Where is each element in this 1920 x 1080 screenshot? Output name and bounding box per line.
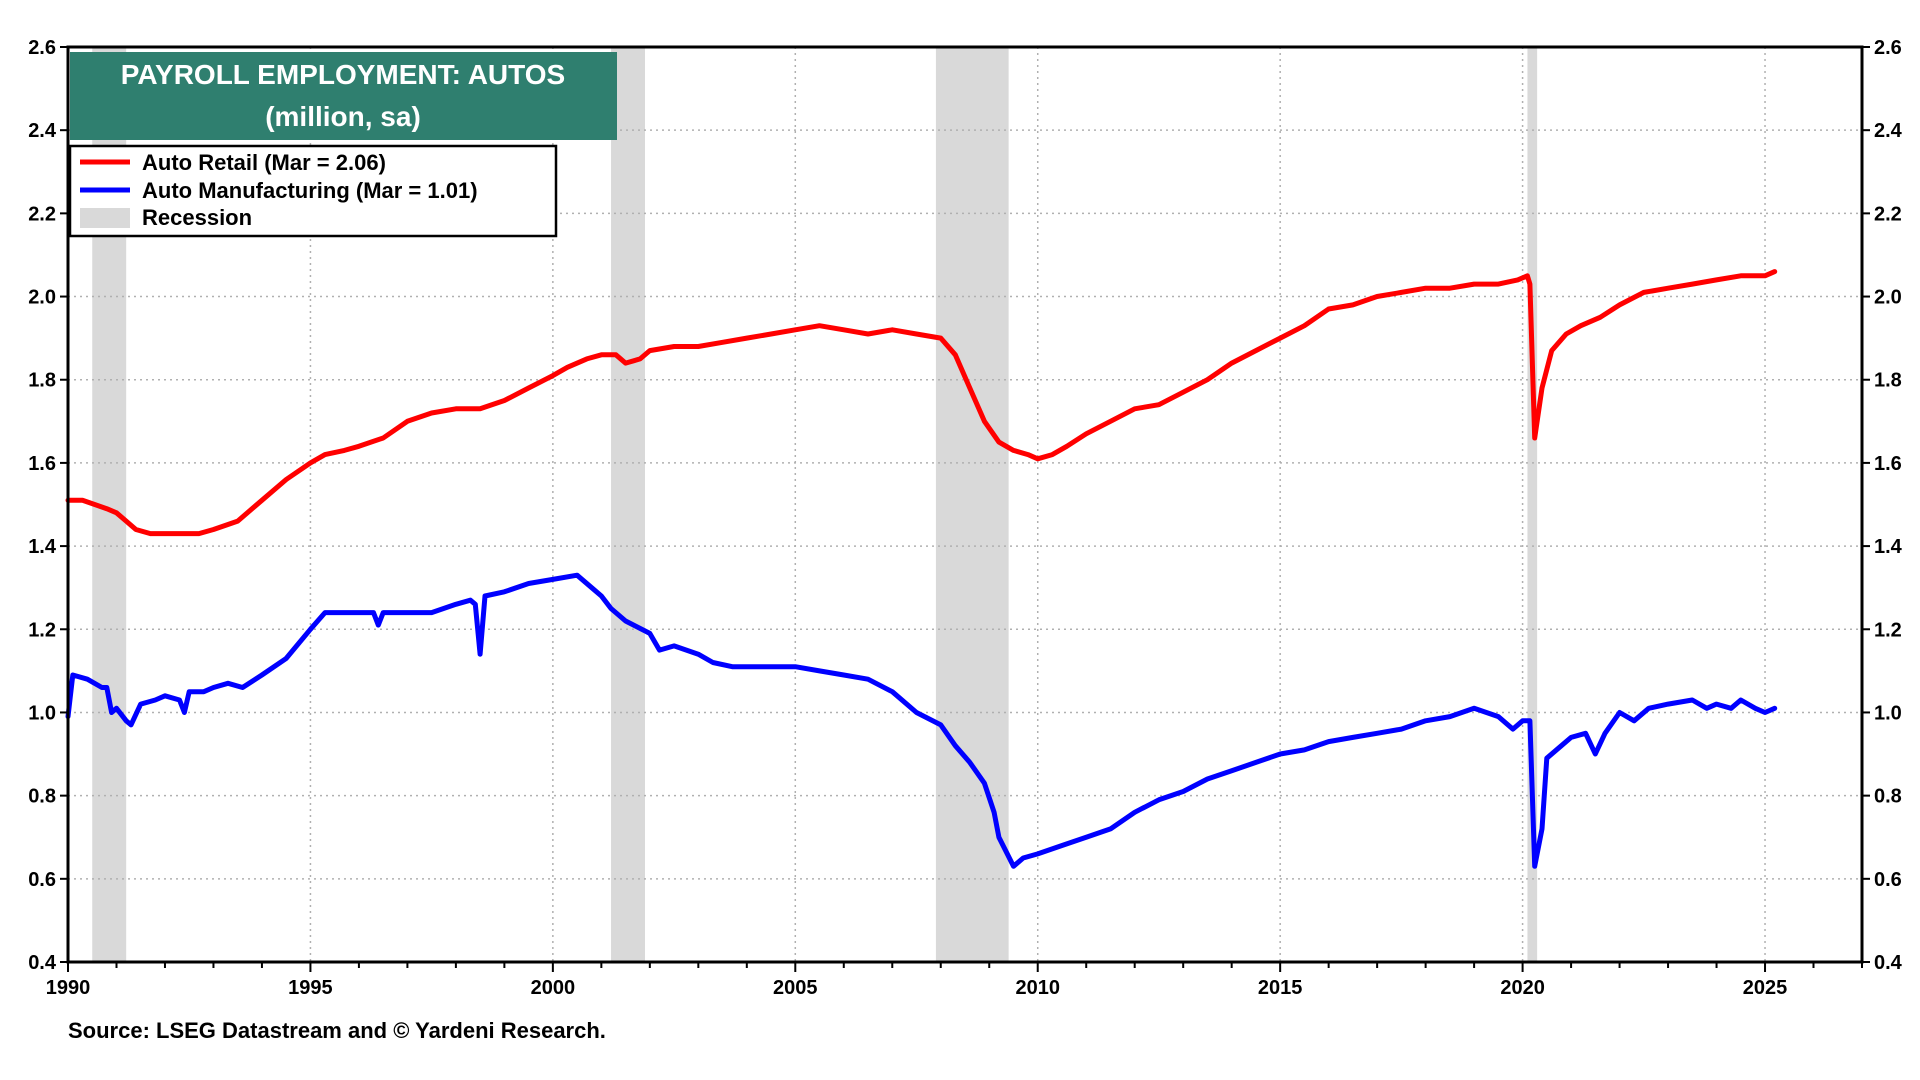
y-tick-label-left: 1.4 bbox=[28, 536, 57, 558]
y-tick-label-left: 0.6 bbox=[28, 869, 56, 891]
recession-band-1 bbox=[611, 47, 645, 962]
recession-band-3 bbox=[1527, 47, 1538, 962]
y-axis-left: 0.4 0.6 0.8 1.0 1.2 1.4 1.6 1.8 2.0 2.2 2.4 2.6 bbox=[28, 37, 68, 974]
x-axis: 1990 1995 2000 2005 2010 2015 2020 2025 bbox=[46, 962, 1863, 999]
chart-subtitle: (million, sa) bbox=[265, 101, 421, 132]
y-tick-label-right: 2.2 bbox=[1874, 203, 1902, 225]
title-box: PAYROLL EMPLOYMENT: AUTOS (million, sa) bbox=[70, 52, 617, 140]
y-tick-label-left: 0.8 bbox=[28, 786, 56, 808]
y-tick-label-right: 1.6 bbox=[1874, 453, 1902, 475]
x-tick-label: 2005 bbox=[773, 977, 818, 999]
x-tick-label: 2020 bbox=[1500, 977, 1545, 999]
plot-frame bbox=[66, 45, 1864, 964]
y-tick-label-left: 2.2 bbox=[28, 203, 56, 225]
legend-label-recession: Recession bbox=[142, 205, 252, 230]
y-tick-label-right: 0.4 bbox=[1874, 952, 1903, 974]
y-axis-right: 0.4 0.6 0.8 1.0 1.2 1.4 1.6 1.8 2.0 2.2 2.4 2.6 bbox=[1862, 37, 1903, 974]
y-tick-label-left: 2.0 bbox=[28, 287, 56, 309]
legend-swatch-recession bbox=[80, 208, 130, 228]
y-tick-label-right: 2.6 bbox=[1874, 37, 1902, 59]
x-tick-label: 1990 bbox=[46, 977, 91, 999]
y-tick-label-right: 1.0 bbox=[1874, 702, 1902, 724]
recession-band-2 bbox=[935, 47, 1009, 962]
y-tick-label-right: 0.8 bbox=[1874, 786, 1902, 808]
y-tick-label-right: 1.2 bbox=[1874, 619, 1902, 641]
y-tick-label-left: 1.0 bbox=[28, 702, 56, 724]
x-tick-label: 2010 bbox=[1015, 977, 1060, 999]
series-line-auto-manufacturing bbox=[65, 572, 1778, 869]
legend-label-auto-retail: Auto Retail (Mar = 2.06) bbox=[142, 150, 386, 175]
y-tick-label-left: 1.6 bbox=[28, 453, 56, 475]
y-tick-label-left: 2.4 bbox=[28, 120, 57, 142]
legend-label-auto-manufacturing: Auto Manufacturing (Mar = 1.01) bbox=[142, 178, 478, 203]
y-tick-label-right: 2.0 bbox=[1874, 287, 1902, 309]
y-tick-label-left: 1.2 bbox=[28, 619, 56, 641]
x-tick-label: 2000 bbox=[531, 977, 576, 999]
y-tick-label-right: 2.4 bbox=[1874, 120, 1903, 142]
source-note: Source: LSEG Datastream and © Yardeni Re… bbox=[68, 1018, 606, 1043]
x-tick-label: 2015 bbox=[1258, 977, 1303, 999]
y-tick-label-right: 0.6 bbox=[1874, 869, 1902, 891]
legend: Auto Retail (Mar = 2.06) Auto Manufactur… bbox=[68, 144, 558, 238]
y-tick-label-left: 2.6 bbox=[28, 37, 56, 59]
gridlines bbox=[68, 47, 1862, 962]
y-tick-label-right: 1.4 bbox=[1874, 536, 1903, 558]
y-tick-label-left: 1.8 bbox=[28, 370, 56, 392]
series-line-auto-retail bbox=[65, 269, 1778, 537]
chart-title: PAYROLL EMPLOYMENT: AUTOS bbox=[121, 59, 565, 90]
x-tick-label: 2025 bbox=[1743, 977, 1788, 999]
y-tick-label-right: 1.8 bbox=[1874, 370, 1902, 392]
x-tick-label: 1995 bbox=[288, 977, 333, 999]
series-lines bbox=[65, 269, 1778, 869]
y-tick-label-left: 0.4 bbox=[28, 952, 57, 974]
